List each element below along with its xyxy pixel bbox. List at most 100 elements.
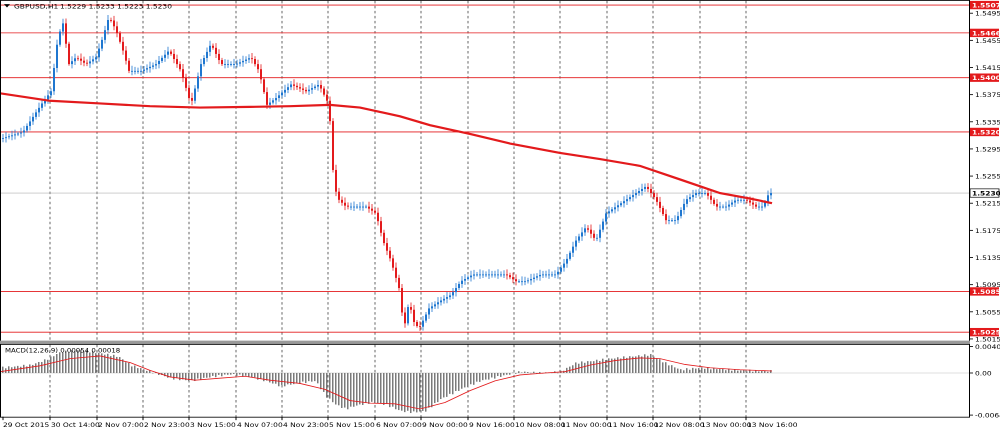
macd-histogram-bar [317, 373, 319, 383]
macd-histogram-bar [407, 373, 409, 411]
candle-body [512, 277, 514, 279]
candle-body [62, 23, 64, 31]
candle-body [767, 195, 769, 202]
macd-histogram-bar [476, 373, 478, 382]
macd-histogram-bar [35, 363, 37, 373]
candle-body [569, 253, 571, 259]
candle-body [452, 292, 454, 295]
candle-body [287, 87, 289, 90]
candle-body [695, 193, 697, 195]
candle-body [470, 276, 472, 278]
candle-body [686, 199, 688, 204]
candle-body [596, 238, 598, 239]
candle-body [278, 95, 280, 98]
candle-body [260, 69, 262, 79]
candle-body [632, 195, 634, 197]
candle-body [413, 310, 415, 322]
candle-body [656, 197, 658, 202]
macd-histogram-bar [482, 373, 484, 380]
macd-histogram-bar [596, 360, 598, 373]
candle-body [659, 202, 661, 208]
macd-histogram-bar [698, 368, 700, 373]
candle-body [419, 326, 421, 327]
candle-body [488, 274, 490, 275]
candle-body [752, 203, 754, 205]
macd-histogram-bar [473, 373, 475, 385]
macd-histogram-bar [539, 372, 541, 373]
candle-body [728, 205, 730, 207]
candle-body [581, 232, 583, 236]
candle-body [701, 193, 703, 194]
candle-body [536, 276, 538, 277]
macd-histogram-bar [290, 373, 292, 385]
candle-body [122, 42, 124, 51]
candle-body [593, 234, 595, 238]
candle-body [170, 52, 172, 54]
macd-histogram-bar [329, 373, 331, 399]
macd-histogram-bar [245, 373, 247, 376]
macd-histogram-bar [383, 373, 385, 405]
macd-tick-label: -0.00643 [975, 412, 1000, 419]
candle-body [671, 220, 673, 221]
candle-body [254, 59, 256, 64]
macd-histogram-bar [353, 373, 355, 407]
candle-body [389, 251, 391, 259]
time-tick-label: 11 Nov 00:00 [561, 421, 611, 428]
price-tick-label: 1.5175 [975, 227, 1000, 234]
macd-histogram-bar [359, 373, 361, 404]
macd-histogram-bar [515, 373, 517, 374]
candle-body [641, 189, 643, 191]
candle-body [245, 60, 247, 61]
macd-histogram-bar [350, 373, 352, 407]
candle-body [293, 84, 295, 85]
candle-body [401, 288, 403, 312]
macd-histogram-bar [743, 370, 745, 373]
candle-body [53, 68, 55, 91]
candle-body [431, 306, 433, 308]
macd-histogram-bar [56, 354, 58, 373]
candle-body [221, 60, 223, 64]
candle-body [503, 274, 505, 275]
macd-histogram-bar [524, 372, 526, 373]
macd-histogram-bar [431, 373, 433, 407]
macd-histogram-bar [20, 367, 22, 373]
macd-histogram-bar [377, 373, 379, 403]
candle-body [332, 121, 334, 170]
level-label: 1.5466 [972, 30, 1000, 37]
candle-body [680, 210, 682, 216]
candle-body [515, 279, 517, 281]
candle-body [707, 193, 709, 196]
candle-body [59, 32, 61, 45]
candle-body [326, 95, 328, 101]
candle-body [200, 64, 202, 76]
candle-body [128, 61, 130, 71]
candle-body [347, 206, 349, 207]
candle-body [2, 138, 4, 139]
macd-histogram-bar [521, 372, 523, 373]
time-tick-label: 9 Nov 16:00 [469, 421, 515, 428]
candle-body [617, 205, 619, 207]
pane-separator [0, 341, 970, 344]
candle-body [314, 87, 316, 89]
level-label: 1.5025 [972, 329, 1000, 336]
macd-histogram-bar [32, 365, 34, 373]
macd-histogram-bar [254, 373, 256, 377]
candle-body [392, 258, 394, 267]
candle-body [11, 135, 13, 136]
candle-body [575, 241, 577, 247]
level-label: 1.5400 [972, 75, 1000, 82]
candle-body [554, 274, 556, 275]
candle-body [179, 64, 181, 69]
macd-histogram-bar [215, 373, 217, 377]
macd-histogram-bar [347, 373, 349, 409]
macd-histogram-bar [713, 368, 715, 373]
candle-body [212, 46, 214, 48]
candle-body [476, 274, 478, 275]
macd-histogram-bar [8, 366, 10, 373]
candle-body [485, 274, 487, 275]
macd-histogram-bar [623, 356, 625, 373]
candle-body [272, 100, 274, 102]
macd-histogram-bar [305, 373, 307, 383]
macd-histogram-bar [491, 373, 493, 377]
candle-body [71, 61, 73, 64]
